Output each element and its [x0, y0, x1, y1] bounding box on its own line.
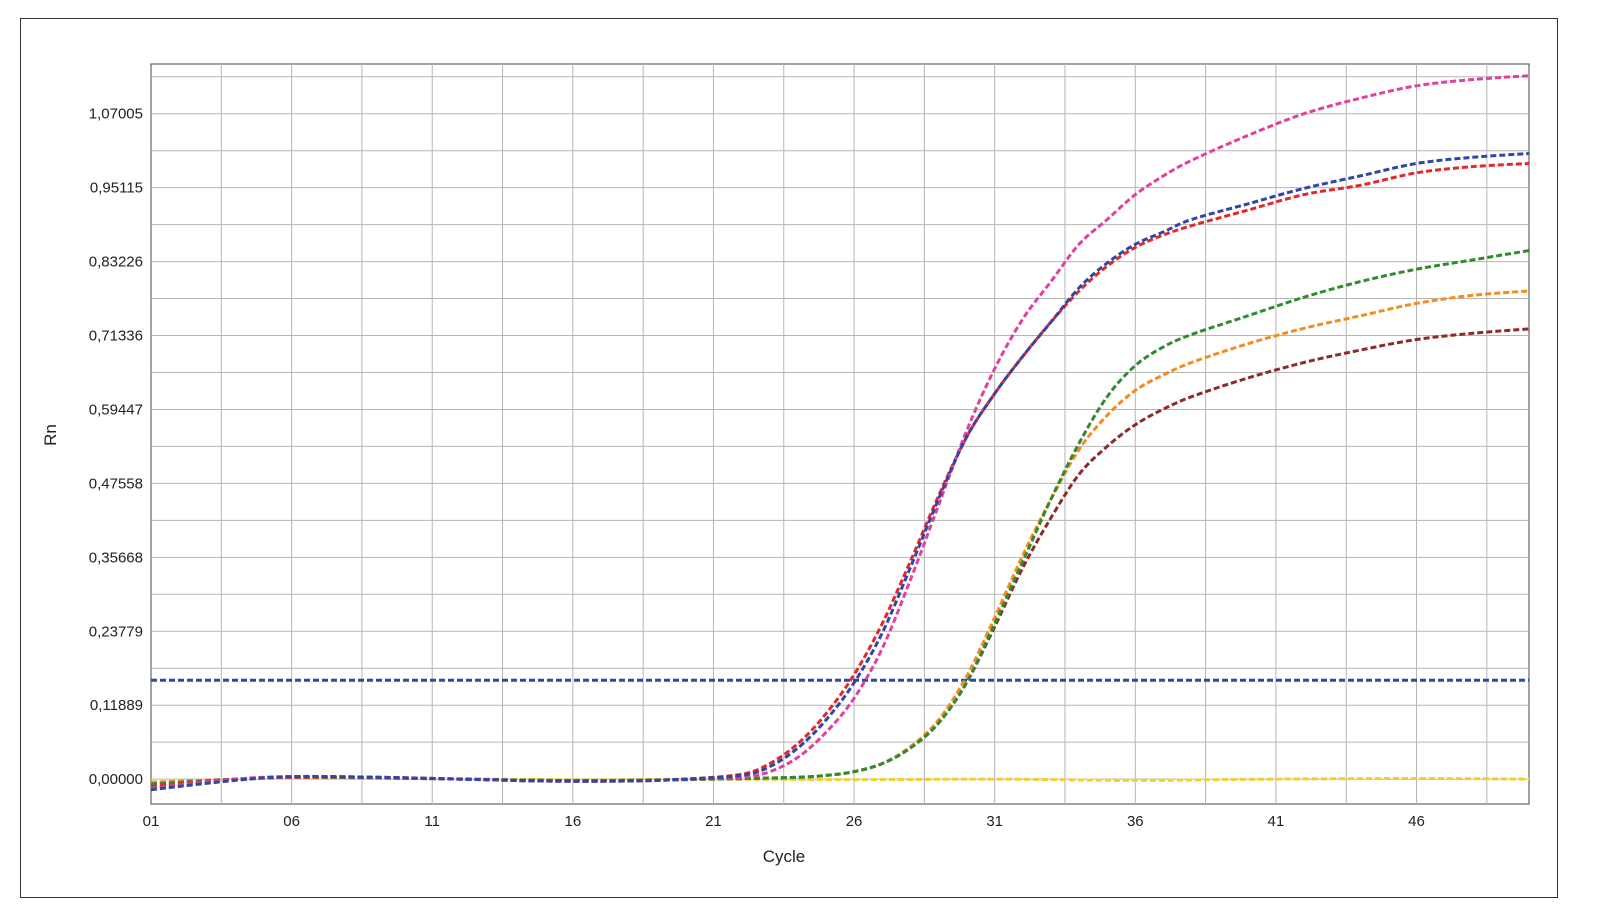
y-tick-labels: 0,00000 0,11889 0,23779 0,35668 0,47558 0,594… — [89, 106, 143, 788]
y-tick-label: 0,23779 — [89, 623, 143, 640]
y-tick-label: 0,47558 — [89, 475, 143, 492]
x-tick-label: 11 — [424, 813, 440, 830]
y-tick-label: 0,00000 — [89, 771, 143, 788]
x-axis-label: Cycle — [763, 847, 806, 866]
plot-area — [150, 63, 1530, 805]
series-line-4 — [150, 249, 1530, 786]
x-tick-label: 21 — [705, 813, 722, 830]
x-tick-label: 01 — [143, 813, 160, 830]
chart-frame: 01 06 11 16 21 26 31 36 41 46 0,00000 0,11889 0,237… — [20, 18, 1558, 898]
y-tick-label: 0,11889 — [90, 697, 143, 714]
y-axis-label: Rn — [41, 424, 60, 446]
x-tick-label: 46 — [1408, 813, 1425, 830]
y-tick-label: 0,95115 — [90, 180, 143, 197]
x-tick-label: 16 — [564, 813, 581, 830]
x-tick-label: 41 — [1268, 813, 1285, 830]
qpcr-amplification-chart: 01 06 11 16 21 26 31 36 41 46 0,00000 0,11889 0,237… — [41, 63, 1530, 866]
series-lines — [150, 74, 1530, 792]
y-tick-label: 0,83226 — [89, 254, 143, 271]
x-tick-label: 06 — [283, 813, 300, 830]
x-tick-labels: 01 06 11 16 21 26 31 36 41 46 — [143, 813, 1425, 830]
series-line-2 — [150, 152, 1530, 792]
x-tick-label: 26 — [846, 813, 863, 830]
y-tick-label: 1,07005 — [89, 106, 143, 123]
x-tick-label: 36 — [1127, 813, 1144, 830]
y-tick-label: 0,59447 — [89, 401, 143, 418]
y-tick-label: 0,71336 — [89, 328, 143, 345]
horizontal-gridlines — [151, 76, 1529, 780]
y-tick-label: 0,35668 — [89, 549, 143, 566]
x-tick-label: 31 — [986, 813, 1003, 830]
